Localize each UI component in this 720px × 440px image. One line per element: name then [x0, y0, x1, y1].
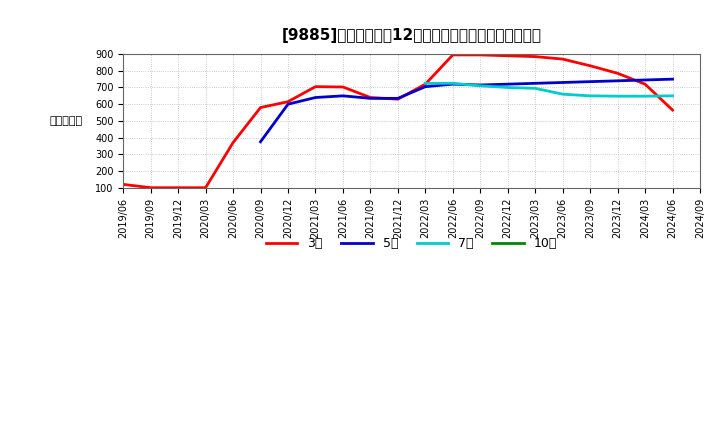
7年: [449, 81, 457, 86]
3年: [256, 105, 265, 110]
3年: [476, 52, 485, 58]
3年: [229, 140, 238, 145]
3年: [613, 71, 622, 76]
5年: [366, 96, 374, 101]
7年: [531, 86, 539, 91]
5年: [256, 139, 265, 144]
7年: [558, 92, 567, 97]
3年: [311, 84, 320, 89]
Title: [9885]　当期純利益12か月移動合計の標準偏差の推移: [9885] 当期純利益12か月移動合計の標準偏差の推移: [282, 28, 541, 43]
3年: [284, 99, 292, 104]
3年: [394, 96, 402, 102]
7年: [421, 81, 430, 86]
3年: [202, 185, 210, 191]
5年: [531, 81, 539, 86]
5年: [613, 78, 622, 84]
5年: [394, 96, 402, 101]
5年: [284, 102, 292, 107]
3年: [558, 56, 567, 62]
3年: [586, 63, 595, 69]
3年: [146, 185, 155, 191]
5年: [449, 81, 457, 87]
7年: [641, 94, 649, 99]
3年: [421, 81, 430, 87]
5年: [641, 77, 649, 83]
3年: [119, 182, 127, 187]
3年: [531, 54, 539, 59]
5年: [558, 80, 567, 85]
3年: [668, 107, 677, 113]
Line: 3年: 3年: [123, 55, 672, 188]
3年: [641, 81, 649, 87]
7年: [503, 85, 512, 90]
Line: 7年: 7年: [426, 83, 672, 96]
5年: [668, 77, 677, 82]
5年: [503, 81, 512, 87]
7年: [668, 93, 677, 99]
3年: [174, 185, 182, 191]
5年: [311, 95, 320, 100]
5年: [586, 79, 595, 84]
3年: [338, 84, 347, 90]
7年: [613, 94, 622, 99]
Y-axis label: （百万円）: （百万円）: [50, 116, 83, 126]
Legend: 3年, 5年, 7年, 10年: 3年, 5年, 7年, 10年: [261, 232, 562, 255]
3年: [366, 95, 374, 100]
5年: [338, 93, 347, 99]
7年: [476, 83, 485, 88]
3年: [503, 53, 512, 59]
5年: [421, 84, 430, 89]
3年: [449, 52, 457, 58]
5年: [476, 82, 485, 88]
Line: 5年: 5年: [261, 79, 672, 142]
7年: [586, 93, 595, 99]
